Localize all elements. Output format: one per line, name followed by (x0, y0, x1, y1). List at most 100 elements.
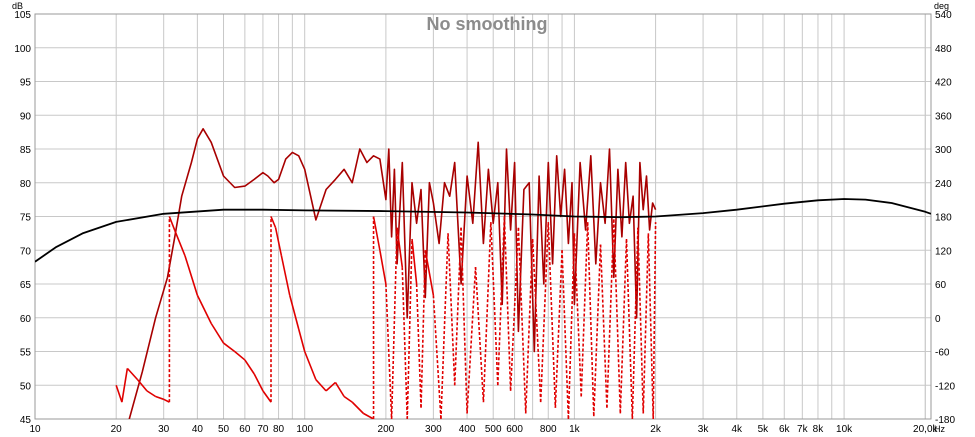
x-tick-label: 100 (296, 424, 313, 435)
x-tick-label: 5k (758, 424, 770, 435)
phase-segment (652, 222, 657, 419)
y-axis-ticks: 45 50 55 60 65 70 75 80 85 90 95 100 105 (14, 10, 31, 426)
x-tick-label: 3k (698, 424, 710, 435)
phase-segment (126, 367, 139, 381)
y-tick-label: 90 (20, 111, 32, 122)
phase-segment (280, 255, 291, 296)
y2-tick-label: 180 (935, 213, 952, 224)
phase-segment (531, 238, 542, 403)
y2-tick-label: 420 (935, 78, 952, 89)
phase-segment (396, 227, 404, 268)
x-tick-label: 200 (378, 424, 395, 435)
y-tick-label: 80 (20, 179, 32, 190)
x-tick-label: 1k (569, 424, 581, 435)
phase-segment (424, 250, 435, 296)
phase-segment (490, 222, 499, 386)
x-tick-label: 70 (257, 424, 269, 435)
phase-segment (460, 227, 468, 414)
y-tick-label: 95 (20, 78, 32, 89)
phase-segment (401, 267, 409, 419)
phase-segment (325, 381, 336, 392)
x-tick-label: 4k (731, 424, 743, 435)
y2-tick-label: 240 (935, 179, 952, 190)
y-tick-label: 85 (20, 145, 32, 156)
phase-segment (351, 401, 364, 414)
phase-segment (297, 328, 306, 352)
phase-segment (303, 351, 317, 380)
phase-segment (599, 244, 608, 408)
y-tick-label: 55 (20, 348, 32, 359)
x-tick-label: 300 (425, 424, 442, 435)
phase-segment (115, 384, 123, 403)
phase-segment (554, 250, 563, 408)
y2-axis-ticks: -180 -120 -60 0 60 120 180 240 300 360 420 480 540 (935, 10, 955, 426)
y2-tick-label: 0 (935, 314, 941, 325)
plot-frame (34, 13, 932, 420)
phase-segment (567, 233, 576, 419)
phase-segment (244, 359, 255, 375)
y-tick-label: 45 (20, 415, 32, 426)
phase-segment (174, 230, 186, 257)
phase-segment (121, 368, 129, 403)
x-tick-label: 800 (540, 424, 557, 435)
x-tick-label: 8k (813, 424, 825, 435)
y2-tick-label: 60 (935, 280, 947, 291)
phase-segment (362, 412, 374, 419)
phase-segment (136, 379, 148, 392)
phase-segment (592, 244, 602, 417)
y2-tick-label: 480 (935, 44, 952, 55)
phase-segment (440, 233, 449, 419)
x-tick-label: 2k (650, 424, 662, 435)
y-tick-label: 60 (20, 314, 32, 325)
phase-segment (270, 216, 277, 229)
x-axis-ticks: 10 20 30 40 50 60 70 80 100 200 300 400 500 600 800 1k 2… (29, 424, 938, 435)
phase-segment (474, 267, 485, 403)
phase-segment (146, 390, 157, 398)
phase-segment (524, 238, 534, 414)
phase-segment (420, 250, 427, 408)
phase-segment (155, 395, 164, 401)
y2-tick-label: 540 (935, 10, 952, 21)
phase-segment (631, 227, 639, 419)
y2-tick-label: -60 (935, 348, 950, 359)
y2-tick-label: 360 (935, 111, 952, 122)
phase-segment (288, 295, 300, 330)
x-tick-label: 80 (273, 424, 285, 435)
phase-segment (625, 238, 634, 419)
x-tick-label: 50 (218, 424, 230, 435)
y-tick-label: 70 (20, 246, 32, 257)
phase-segment (503, 216, 512, 391)
phase-segment (390, 227, 398, 419)
phase-segment (606, 219, 615, 408)
x-tick-label: 10 (29, 424, 41, 435)
x-tick-label: 600 (506, 424, 523, 435)
phase-segment (573, 233, 583, 397)
y-tick-label: 100 (14, 44, 31, 55)
y2-axis-unit: deg (934, 1, 949, 11)
phase-segment (547, 222, 557, 408)
phase-segment (415, 283, 422, 408)
x-tick-label: 6k (779, 424, 791, 435)
y-axis-unit: dB (12, 1, 23, 11)
phase-segment (184, 255, 199, 296)
phase-segment (315, 379, 327, 392)
phase-segment (497, 216, 506, 386)
phase-segment (642, 233, 650, 414)
x-tick-label: 30 (158, 424, 170, 435)
phase-segment (561, 250, 570, 419)
y-tick-label: 65 (20, 280, 32, 291)
phase-segment (411, 238, 418, 285)
phase-segment (163, 398, 170, 403)
spl-line (128, 128, 657, 419)
phase-segment (619, 238, 628, 414)
x-tick-label: 20 (111, 424, 123, 435)
phase-segment (406, 238, 413, 419)
y-tick-label: 75 (20, 213, 32, 224)
phase-segment (647, 233, 655, 419)
phase-segment (539, 222, 550, 403)
y2-tick-label: -120 (935, 381, 955, 392)
phase-segment (196, 294, 212, 324)
black-line (35, 198, 931, 263)
x-axis-unit: Hz (934, 424, 945, 434)
